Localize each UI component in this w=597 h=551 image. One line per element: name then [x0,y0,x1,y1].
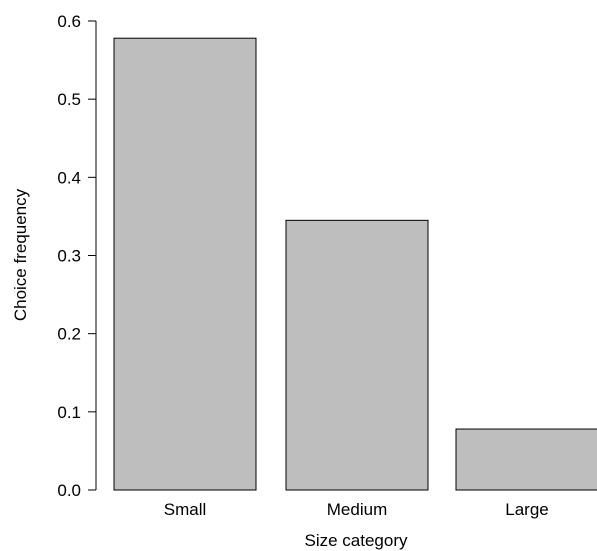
x-axis: Small Medium Large [164,500,549,519]
x-tick-label-small: Small [164,500,207,519]
bar-medium [285,219,429,491]
x-tick-label-large: Large [505,500,548,519]
x-axis-label: Size category [305,531,408,550]
y-tick-label: 0.6 [57,12,81,31]
bar-small [113,37,257,491]
y-tick-label: 0.4 [57,168,81,187]
bars-group [113,37,597,491]
y-tick-label: 0.2 [57,325,81,344]
y-axis: 0.0 0.1 0.2 0.3 0.4 0.5 0.6 [57,12,97,500]
y-tick-label: 0.0 [57,481,81,500]
y-tick-label: 0.5 [57,90,81,109]
bar-large [455,428,597,491]
y-axis-label: Choice frequency [11,188,30,321]
y-tick-label: 0.3 [57,247,81,266]
x-tick-label-medium: Medium [327,500,387,519]
y-tick-label: 0.1 [57,403,81,422]
